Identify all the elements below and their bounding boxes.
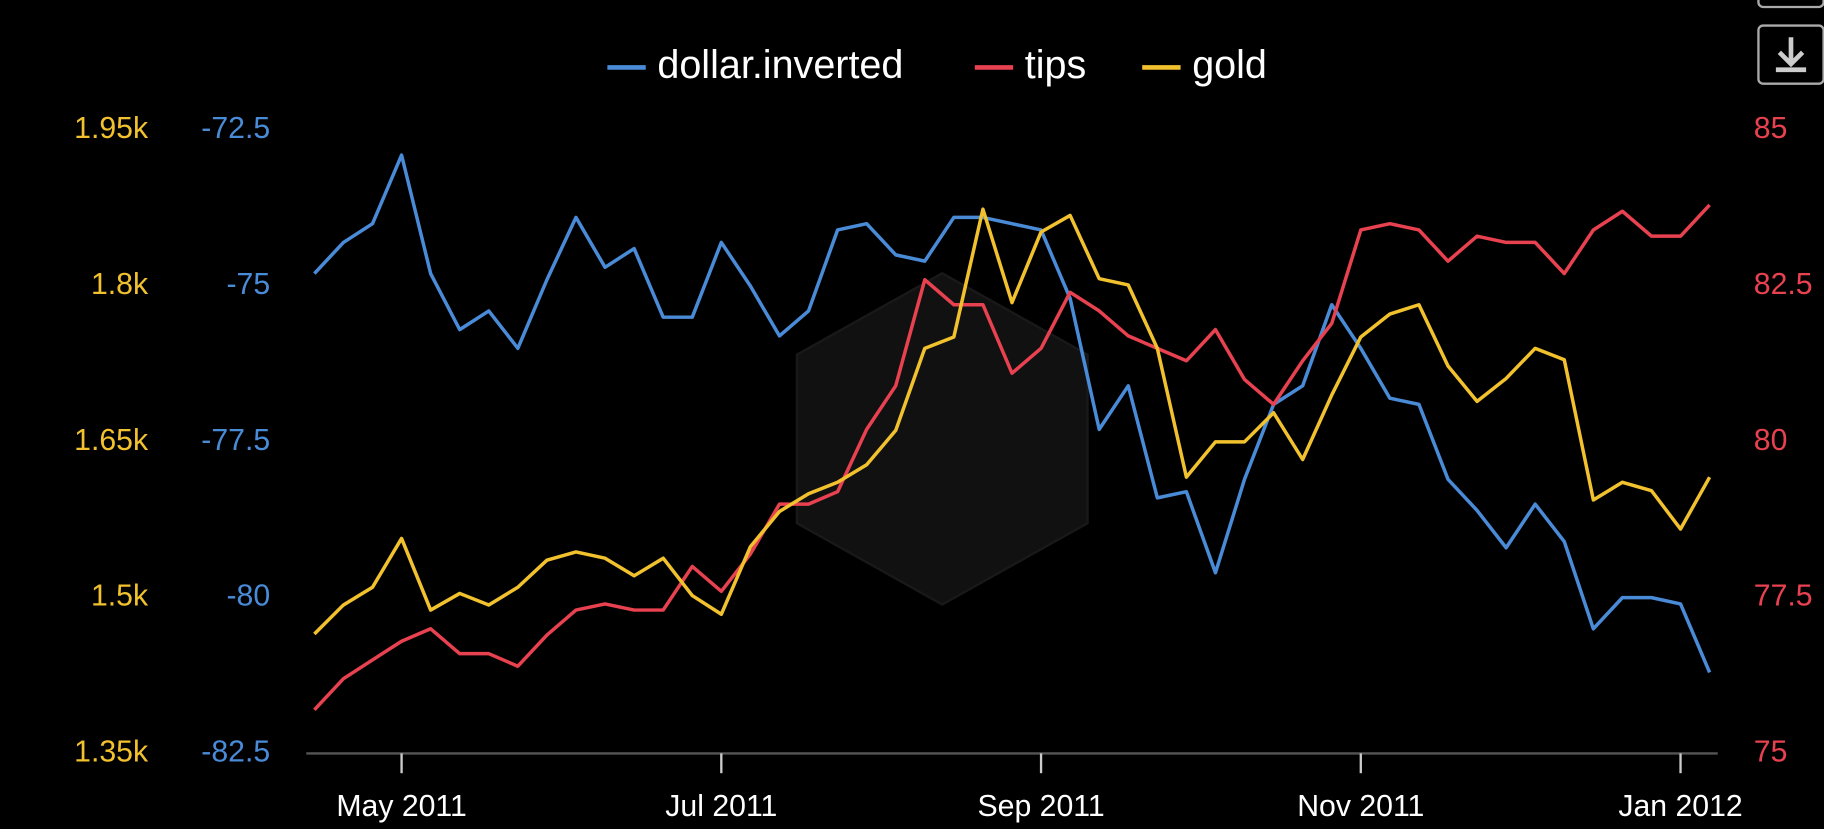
y-tick-label: -75 xyxy=(227,268,271,301)
y-tick-label: 80 xyxy=(1754,424,1788,457)
x-tick-label: Sep 2011 xyxy=(977,790,1104,823)
y-tick-label: 75 xyxy=(1754,735,1788,768)
x-tick-label: Jan 2012 xyxy=(1618,790,1742,823)
y-tick-label: 82.5 xyxy=(1754,268,1813,301)
watermark-hexagon xyxy=(795,271,1089,606)
y-tick-label: -80 xyxy=(227,580,271,613)
download-icon[interactable] xyxy=(1775,37,1807,73)
x-tick-label: Nov 2011 xyxy=(1297,790,1424,823)
y-tick-label: 1.8k xyxy=(91,268,149,301)
series-line xyxy=(313,207,1712,636)
y-tick-label: 77.5 xyxy=(1754,580,1813,613)
series-line xyxy=(313,153,1712,674)
legend-label: dollar.inverted xyxy=(657,43,903,87)
y-tick-label: 1.5k xyxy=(91,580,149,613)
legend-label: tips xyxy=(1025,43,1087,87)
legend-label: gold xyxy=(1192,43,1267,87)
y-tick-label: 1.65k xyxy=(74,424,149,457)
series-line xyxy=(313,203,1711,712)
y-tick-label: -72.5 xyxy=(201,112,270,145)
y-tick-label: 85 xyxy=(1754,112,1788,145)
watermark xyxy=(795,271,1089,606)
y-tick-label: -77.5 xyxy=(201,424,270,457)
y-tick-label: -82.5 xyxy=(201,735,270,768)
toolbar-button[interactable] xyxy=(1757,0,1824,9)
y-tick-label: 1.35k xyxy=(74,735,149,768)
x-tick-label: Jul 2011 xyxy=(665,790,777,823)
x-tick-label: May 2011 xyxy=(336,790,466,823)
y-tick-label: 1.95k xyxy=(74,112,149,145)
